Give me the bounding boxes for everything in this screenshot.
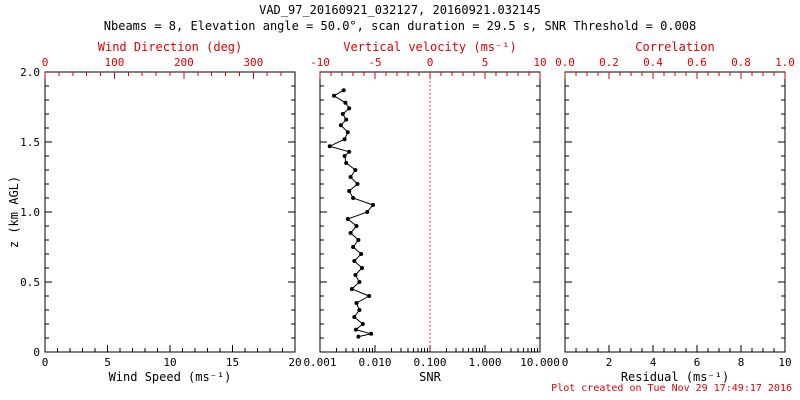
top-tick-label: 0.4 [643,56,663,69]
bottom-tick-label: 0.010 [358,356,391,369]
bottom-tick-label: 0.001 [303,356,336,369]
plot-subtitle: Nbeams = 8, Elevation angle = 50.0°, sca… [103,19,697,33]
data-point [371,203,375,207]
top-tick-label: 0.6 [687,56,707,69]
data-point [352,315,357,319]
bottom-tick-label: 0.100 [413,356,446,369]
top-tick-label: 100 [105,56,125,69]
data-point [357,280,362,284]
data-point [342,137,347,142]
y-tick-label: 1.0 [20,206,40,219]
data-point [351,245,356,249]
data-point [360,266,364,270]
data-point [332,93,336,98]
top-tick-label: 0 [42,56,49,69]
data-point [338,123,343,128]
data-point [369,331,374,336]
snr-panel: 0.001 0.010 0.100 1.000 10.000 -10 -5 0 5 10 [303,56,559,369]
data-point [356,334,361,339]
data-point [356,238,361,242]
top-tick-label: 0.2 [599,56,619,69]
residual-panel: 0 2 4 6 8 10 0.0 0.2 0.4 0.6 0.8 1.0 [555,56,795,369]
panel-border [564,71,786,353]
data-point [353,273,358,277]
axis-label-height: z (km AGL) [7,175,21,249]
data-point [354,224,359,228]
bottom-tick-label: 10 [163,356,176,369]
data-point [357,308,362,312]
top-tick-label: 1.0 [775,56,795,69]
data-point [342,154,347,158]
panel-border [44,71,296,353]
top-tick-label: 5 [482,56,489,69]
bottom-tick-label: 10 [778,356,791,369]
data-point [351,196,356,200]
bottom-tick-label: 6 [694,356,701,369]
data-point [327,144,332,149]
plot-title: VAD_97_20160921_032127, 20160921.032145 [259,3,541,17]
data-point [353,327,358,332]
bottom-tick-label: 5 [104,356,111,369]
bottom-tick-label: 4 [650,356,657,369]
top-tick-label: 0.0 [555,56,575,69]
y-tick-label: 0 [33,346,40,359]
bottom-tick-label: 15 [226,356,239,369]
top-tick-label: -10 [310,56,330,69]
bottom-tick-label: 20 [288,356,301,369]
y-tick-label: 1.5 [20,136,40,149]
data-point [355,182,360,186]
data-point [367,294,372,298]
data-point [347,149,352,154]
data-point [359,252,364,256]
data-point [344,161,349,165]
data-point [343,100,348,105]
top-tick-label: 10 [533,56,546,69]
top-tick-label: 200 [174,56,194,69]
axis-label-residual: Residual (ms⁻¹) [620,370,730,384]
data-point [344,117,349,122]
data-point [360,322,365,326]
data-point [354,301,359,305]
data-point [347,106,352,111]
data-point [365,210,370,214]
data-point [353,168,358,172]
data-point [347,189,352,193]
data-point [348,175,353,179]
data-point [348,231,353,235]
y-tick-label: 2.0 [20,66,40,79]
data-point [340,112,345,116]
bottom-tick-label: 8 [738,356,745,369]
top-tick-label: 0.8 [731,56,751,69]
data-point [345,217,350,221]
data-point [341,88,346,93]
y-tick-label: 0.5 [20,276,40,289]
top-tick-label: 0 [427,56,434,69]
axis-label-wind-direction: Wind Direction (deg) [97,40,243,54]
data-point [345,130,350,135]
bottom-tick-label: 1.000 [468,356,501,369]
bottom-tick-label: 2 [606,356,613,369]
bottom-tick-label: 0 [562,356,569,369]
data-point [352,259,357,263]
data-point [349,287,354,291]
bottom-tick-label: 10.000 [520,356,560,369]
axis-label-wind-speed: Wind Speed (ms⁻¹) [108,370,232,384]
axis-label-snr: SNR [419,370,441,384]
axis-label-correlation: Correlation [635,40,715,54]
top-tick-label: -5 [368,56,381,69]
creation-timestamp: Plot created on Tue Nov 29 17:49:17 2016 [551,383,792,394]
axis-label-vertical-velocity: Vertical velocity (ms⁻¹) [343,40,517,54]
top-tick-label: 300 [243,56,263,69]
bottom-tick-label: 0 [42,356,49,369]
